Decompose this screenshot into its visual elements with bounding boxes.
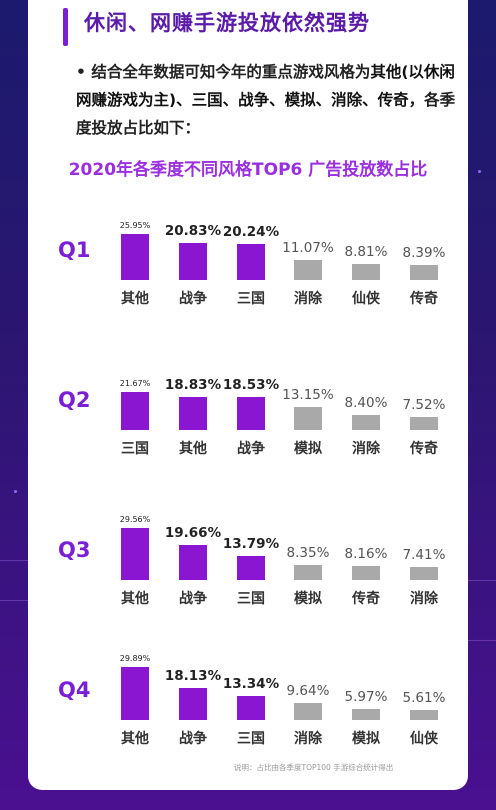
bar [410, 710, 438, 720]
content-card [28, 0, 468, 790]
bar [237, 397, 265, 430]
data-label: 7.52% [402, 396, 446, 413]
quarter-label: Q4 [58, 678, 91, 702]
bar [410, 416, 438, 430]
bar [237, 696, 265, 720]
bar [352, 709, 380, 720]
data-label: 29.89% [119, 654, 151, 664]
data-label: 13.79% [222, 535, 280, 552]
bar [410, 566, 438, 580]
quarter-label: Q2 [58, 388, 91, 412]
intro-highlight: 其他(以休闲网赚游戏为主)、三国、战争、模拟、消除、传奇 [76, 63, 455, 109]
bg-line [468, 580, 496, 581]
footnote: 说明：占比由各季度TOP100 手游综合统计得出 [234, 763, 394, 772]
bar [352, 565, 380, 580]
bg-dot [14, 490, 17, 493]
data-label: 8.16% [344, 545, 388, 562]
intro-bullet: • [76, 63, 86, 81]
bar [294, 702, 322, 720]
quarter-q3: Q3 29.56% 其他 19.66% 战争 13.79% 三国 8.35% 模拟 8.16% 传奇… [0, 500, 496, 640]
data-label: 5.97% [344, 689, 388, 706]
category-label: 模拟 [294, 441, 322, 457]
category-label: 模拟 [294, 591, 322, 607]
intro-part2: ，各季度投放占比如下： [76, 91, 456, 137]
category-label: 消除 [294, 731, 322, 747]
category-label: 消除 [410, 591, 438, 607]
bar [237, 555, 265, 580]
category-label: 消除 [294, 291, 322, 307]
bar [294, 565, 322, 580]
quarter-q2: Q2 21.67% 三国 18.83% 其他 18.53% 战争 13.15% 模拟 8.40% 消… [0, 350, 496, 490]
data-label: 5.61% [402, 690, 446, 707]
category-label: 战争 [179, 291, 207, 307]
category-label: 三国 [237, 591, 265, 607]
data-label: 18.53% [222, 377, 280, 394]
bg-line [468, 640, 496, 641]
intro-part1: 结合全年数据可知今年的重点游戏风格为 [91, 63, 371, 81]
category-label: 其他 [121, 291, 149, 307]
category-label: 模拟 [352, 731, 380, 747]
data-label: 29.56% [119, 514, 151, 524]
quarter-q1: Q1 25.95% 其他 20.83% 战争 20.24% 三国 11.07% 消除 8.81% 仙… [0, 200, 496, 340]
bar [294, 406, 322, 430]
page-heading: 休闲、网赚手游投放依然强势 [84, 11, 370, 35]
category-label: 三国 [121, 441, 149, 457]
bar [121, 667, 149, 720]
category-label: 三国 [237, 291, 265, 307]
data-label: 13.15% [282, 386, 334, 403]
heading-accent-bar [63, 8, 68, 46]
data-label: 18.83% [164, 376, 222, 393]
category-label: 战争 [237, 441, 265, 457]
intro-text: • 结合全年数据可知今年的重点游戏风格为其他(以休闲网赚游戏为主)、三国、战争、… [76, 58, 456, 142]
category-label: 其他 [179, 441, 207, 457]
data-label: 20.83% [164, 223, 222, 240]
category-label: 战争 [179, 591, 207, 607]
data-label: 8.35% [286, 545, 330, 562]
data-label: 11.07% [282, 240, 334, 257]
data-label: 8.40% [344, 395, 388, 412]
quarter-q4: Q4 29.89% 其他 18.13% 战争 13.34% 三国 9.64% 消除 5.97% 模拟… [0, 640, 496, 780]
bg-dot [478, 170, 481, 173]
data-label: 9.64% [286, 682, 330, 699]
category-label: 其他 [121, 731, 149, 747]
bar [237, 244, 265, 280]
bar [121, 527, 149, 580]
bar [179, 687, 207, 720]
category-label: 三国 [237, 731, 265, 747]
category-label: 传奇 [410, 441, 438, 457]
data-label: 19.66% [164, 525, 222, 542]
bar [121, 234, 149, 280]
data-label: 21.67% [119, 378, 151, 388]
data-label: 8.81% [344, 244, 388, 261]
category-label: 仙侠 [410, 731, 438, 747]
category-label: 消除 [352, 441, 380, 457]
chart-title: 2020年各季度不同风格TOP6 广告投放数占比 [68, 160, 428, 180]
quarter-label: Q1 [58, 238, 91, 262]
bar [352, 264, 380, 280]
bar [410, 265, 438, 280]
bar [179, 396, 207, 430]
bar [121, 391, 149, 430]
data-label: 20.24% [222, 224, 280, 241]
category-label: 仙侠 [352, 291, 380, 307]
bg-line [0, 600, 32, 601]
category-label: 战争 [179, 731, 207, 747]
category-label: 传奇 [410, 291, 438, 307]
data-label: 13.34% [222, 676, 280, 693]
data-label: 18.13% [164, 667, 222, 684]
bg-line [0, 560, 40, 561]
bar [294, 260, 322, 280]
bar [179, 545, 207, 580]
quarter-label: Q3 [58, 538, 91, 562]
data-label: 8.39% [402, 245, 446, 262]
bar [179, 243, 207, 280]
category-label: 传奇 [352, 591, 380, 607]
category-label: 其他 [121, 591, 149, 607]
data-label: 7.41% [402, 546, 446, 563]
bar [352, 415, 380, 430]
data-label: 25.95% [119, 221, 151, 231]
